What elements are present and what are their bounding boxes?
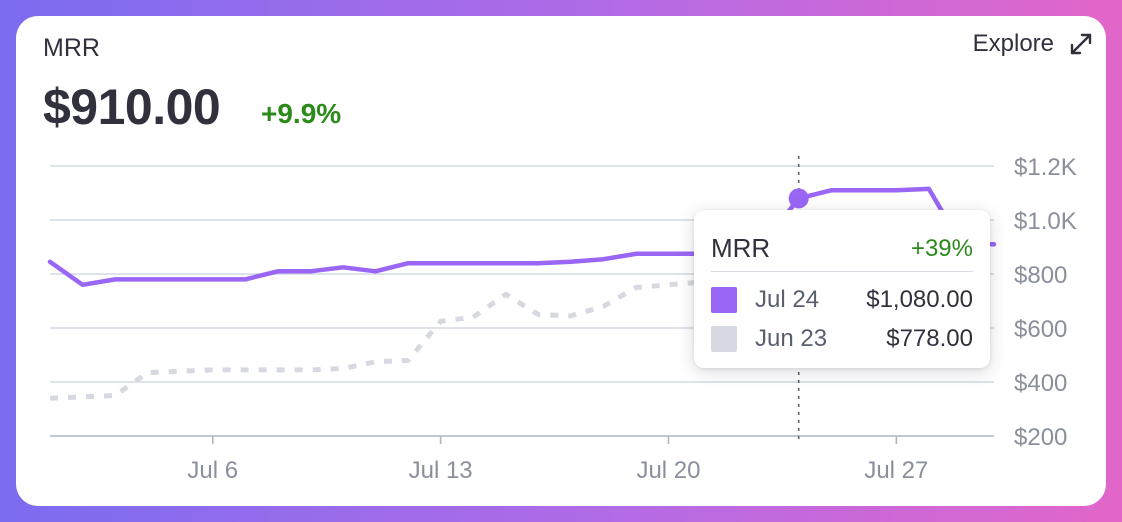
x-tick-label: Jul 6: [187, 457, 238, 484]
y-tick-label: $1.0K: [1014, 208, 1077, 235]
previous-period-swatch: [711, 326, 737, 352]
tooltip-change: +39%: [910, 235, 973, 262]
current-period-line: [47, 186, 997, 288]
x-tick-label: Jul 20: [636, 457, 700, 484]
chart-tooltip: MRR +39% Jul 24 $1,080.00 Jun 23 $778.00: [694, 210, 990, 368]
metric-change: +9.9%: [261, 98, 342, 129]
tooltip-row-date: Jul 24: [755, 286, 820, 313]
tooltip-row-value: $1,080.00: [866, 286, 973, 313]
explore-button[interactable]: Explore: [973, 30, 1094, 58]
x-tick-label: Jul 13: [409, 457, 473, 484]
metric-title: MRR: [43, 34, 100, 62]
mrr-card: MRR $910.00 +9.9% Explore $200 $400 $600 $8…: [16, 16, 1106, 506]
hover-point: [788, 188, 809, 209]
tooltip-title: MRR: [711, 233, 771, 263]
y-tick-label: $1.2K: [1014, 154, 1077, 181]
y-tick-label: $600: [1014, 316, 1067, 343]
y-tick-label: $800: [1014, 262, 1067, 289]
tooltip-row-value: $778.00: [886, 325, 973, 352]
tooltip-divider: [711, 271, 973, 272]
metric-value: $910.00: [43, 79, 221, 135]
tooltip-row-date: Jun 23: [755, 325, 828, 352]
tooltip-row-current: Jul 24 $1,080.00: [711, 285, 973, 315]
previous-period-line: [49, 277, 799, 401]
current-period-swatch: [711, 287, 737, 313]
y-tick-label: $200: [1014, 424, 1067, 451]
tooltip-row-previous: Jun 23 $778.00: [711, 324, 973, 354]
x-tick-label: Jul 27: [864, 457, 928, 484]
y-tick-label: $400: [1014, 370, 1067, 397]
explore-label: Explore: [972, 30, 1054, 57]
expand-arrows-icon: [1070, 33, 1092, 55]
